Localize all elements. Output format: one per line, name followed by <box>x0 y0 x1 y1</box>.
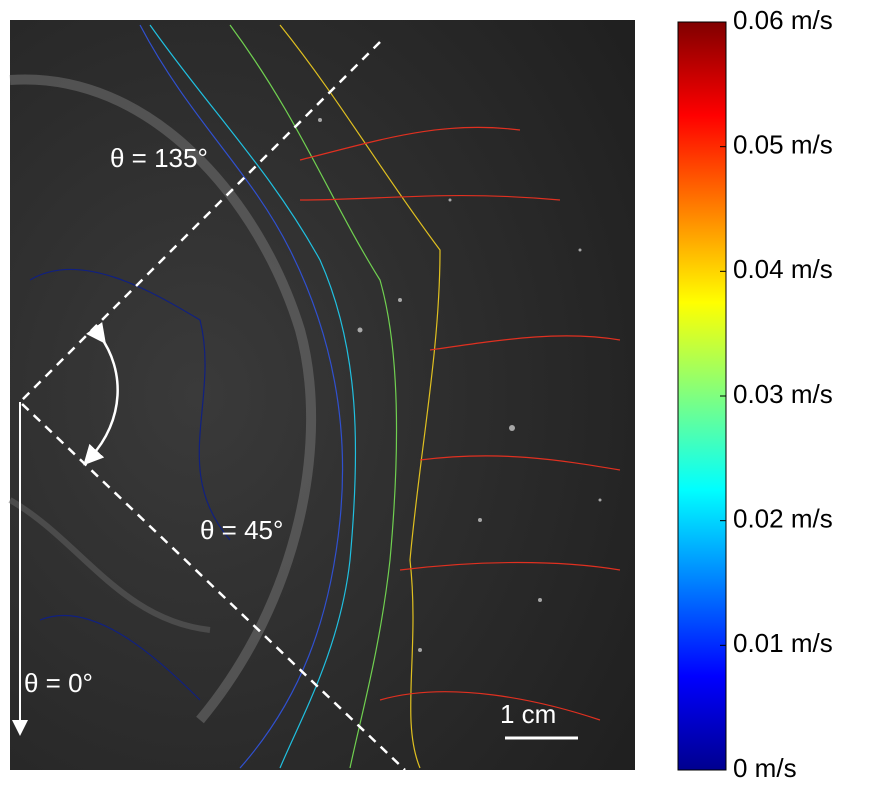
colorbar <box>678 22 726 770</box>
scale-label: 1 cm <box>500 699 556 729</box>
annotation: θ = 0° <box>24 668 93 698</box>
photo <box>10 20 635 770</box>
tick-label: 0.01 m/s <box>733 628 833 658</box>
figure: θ = 135° θ = 45° θ = 0° 1 cm 0 m/s 0.01 m… <box>0 0 875 786</box>
tick-label: 0.03 m/s <box>733 379 833 409</box>
tick-label: 0.05 m/s <box>733 130 833 160</box>
tick-label: 0.04 m/s <box>733 254 833 284</box>
annotation: θ = 45° <box>200 515 283 545</box>
tick-label: 0.02 m/s <box>733 504 833 534</box>
annotation: θ = 135° <box>110 143 208 173</box>
tick-label: 0.06 m/s <box>733 5 833 35</box>
tick-label: 0 m/s <box>733 753 797 783</box>
